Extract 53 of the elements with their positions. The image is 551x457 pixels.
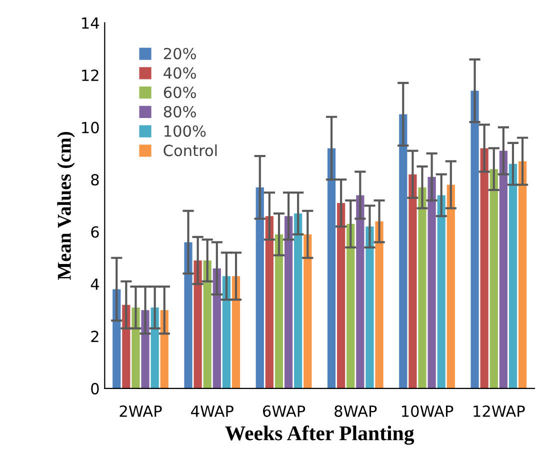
bar	[470, 90, 479, 388]
bar	[418, 187, 426, 388]
x-tick-label: 8WAP	[334, 405, 377, 417]
bar	[256, 187, 264, 388]
bar	[294, 213, 302, 388]
bar	[222, 276, 231, 388]
bar	[232, 276, 240, 388]
bar	[490, 169, 498, 388]
x-axis-title: Weeks After Planting	[225, 425, 414, 445]
y-tick-label: 8	[91, 174, 99, 186]
bar	[508, 164, 518, 388]
bar	[304, 234, 312, 388]
bar	[132, 307, 140, 388]
bar	[375, 221, 384, 388]
x-tick-label: 2WAP	[120, 405, 162, 417]
bar	[356, 195, 364, 388]
y-tick-label: 12	[82, 70, 98, 81]
bar	[212, 268, 221, 388]
bar	[366, 226, 374, 388]
legend-label: 100%	[164, 125, 206, 137]
y-tick-label: 4	[90, 278, 99, 290]
bar	[284, 216, 293, 388]
y-tick-label: 2	[91, 330, 98, 342]
bar	[408, 174, 417, 388]
y-axis-title: Mean Values (cm)	[57, 132, 75, 280]
bar	[399, 114, 408, 388]
bar	[203, 260, 212, 388]
bar	[327, 148, 336, 388]
legend-label: Control	[164, 144, 217, 156]
bar	[518, 161, 527, 388]
bar	[194, 260, 202, 388]
x-tick-label: 10WAP	[402, 405, 454, 417]
bar	[428, 176, 436, 388]
bar	[480, 148, 488, 388]
y-tick-label: 14	[82, 18, 99, 29]
legend-label: 40%	[164, 67, 196, 79]
x-tick-label: 6WAP	[263, 405, 306, 417]
bar	[337, 203, 346, 388]
bar	[184, 242, 192, 388]
legend-label: 20%	[164, 48, 196, 60]
legend-label: 60%	[164, 86, 196, 98]
y-tick-label: 6	[91, 226, 99, 238]
bar	[499, 150, 508, 388]
bar	[446, 184, 455, 388]
y-tick-label: 10	[82, 122, 99, 134]
bar	[346, 224, 355, 388]
bar	[265, 216, 274, 388]
legend-label: 80%	[164, 106, 196, 118]
bar	[437, 195, 446, 388]
x-tick-label: 4WAP	[191, 406, 234, 417]
x-tick-label: 12WAP	[474, 405, 525, 417]
bar	[274, 234, 284, 388]
y-tick-label: 0	[91, 382, 99, 394]
